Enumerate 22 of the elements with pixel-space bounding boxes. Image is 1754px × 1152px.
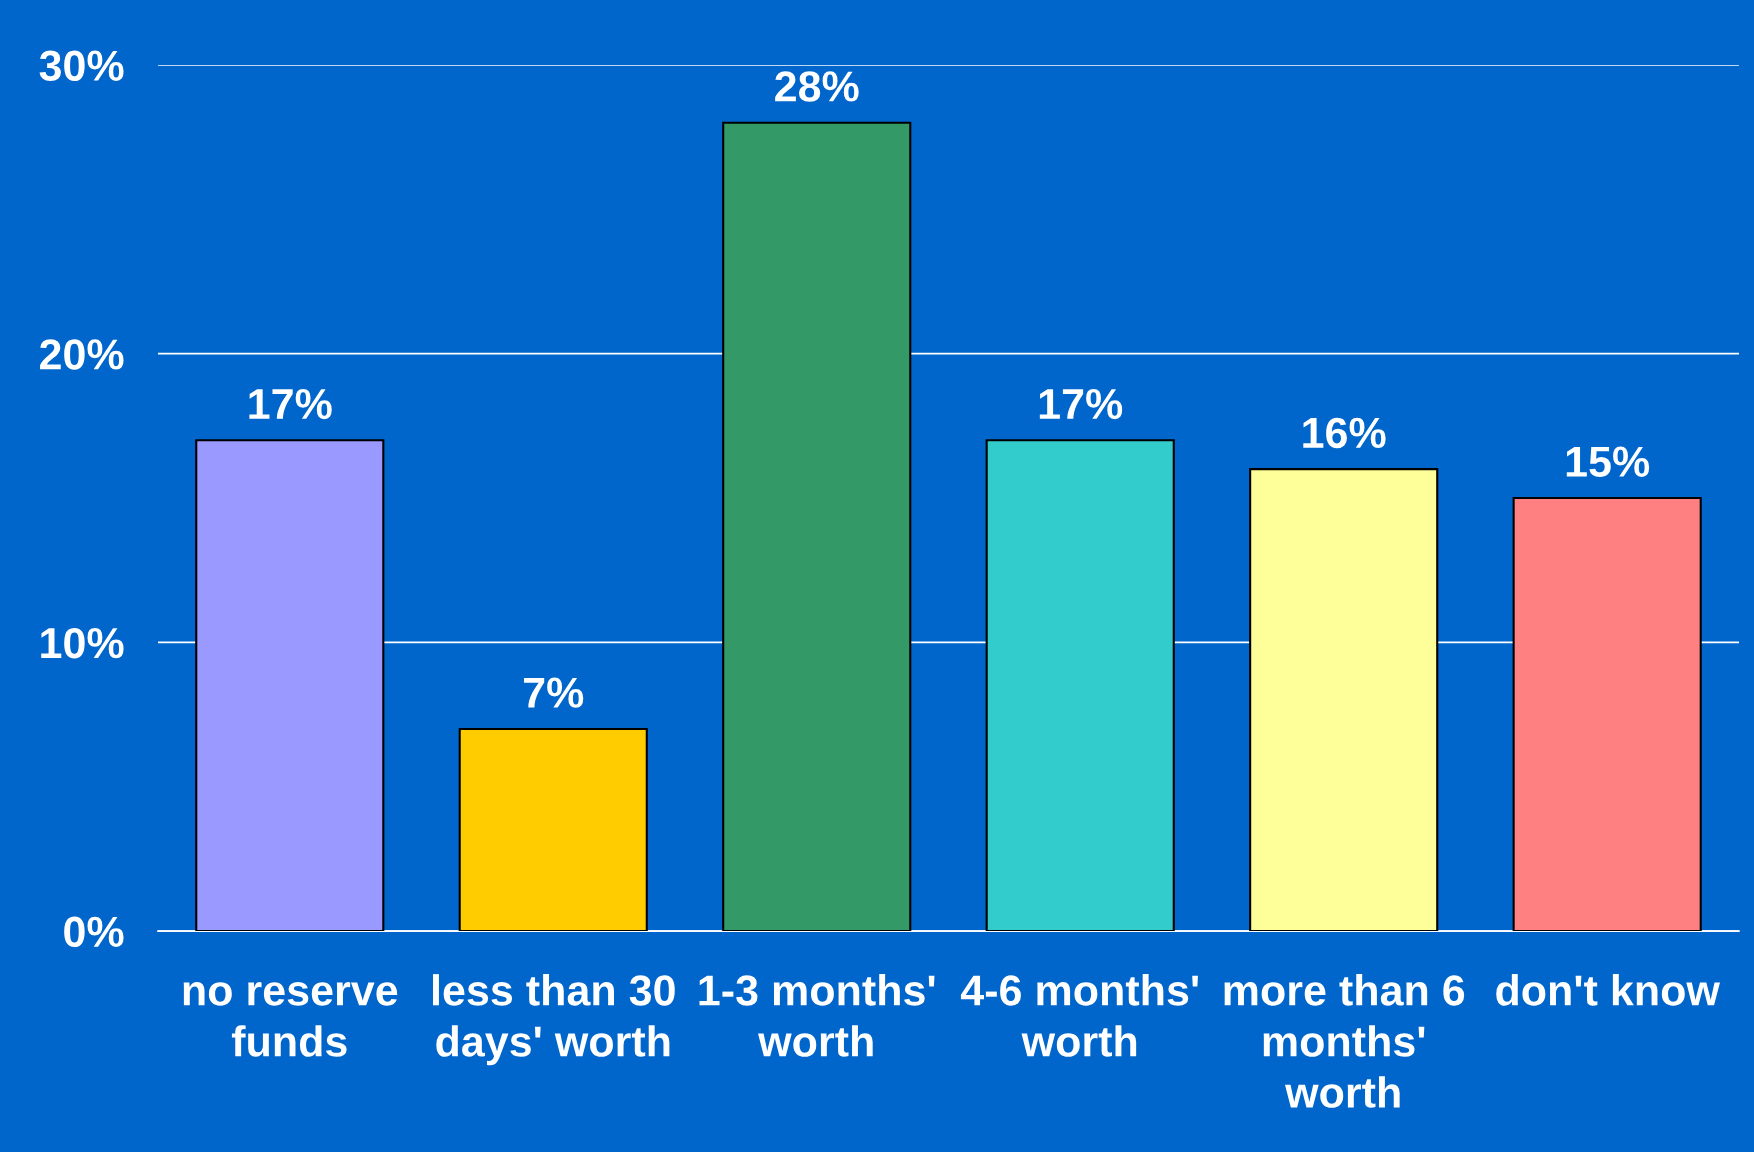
x-tick-label: 1-3 months' worth — [699, 974, 935, 1057]
x-tick-label: more than 6 months' worth — [1224, 974, 1465, 1108]
data-label: 17% — [1039, 388, 1123, 420]
data-label: 28% — [775, 71, 859, 102]
y-tick-label: 10% — [41, 627, 124, 659]
x-tick-label: no reserve funds — [183, 982, 398, 1057]
data-label: 17% — [249, 388, 332, 420]
y-tick-label: 30% — [39, 50, 124, 82]
y-tick-label: 0% — [64, 916, 124, 948]
bar — [1249, 468, 1439, 932]
x-tick-label: 4-6 months' worth — [960, 974, 1198, 1057]
x-tick-label: don't know — [1496, 974, 1721, 1006]
data-label: 15% — [1566, 446, 1650, 477]
y-tick-label: 20% — [40, 339, 124, 370]
bar — [722, 121, 912, 932]
data-label: 7% — [523, 677, 584, 708]
bar — [1512, 496, 1702, 932]
data-label: 16% — [1303, 417, 1386, 449]
bar — [458, 727, 648, 932]
bar — [195, 439, 385, 932]
x-tick-label: less than 30 days' worth — [433, 974, 675, 1066]
bar — [985, 439, 1175, 932]
